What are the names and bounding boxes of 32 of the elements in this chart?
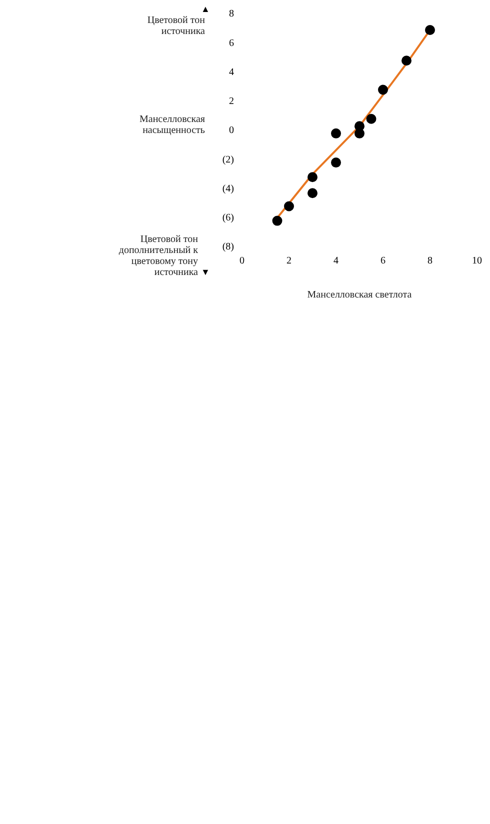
text: Манселловская насыщенность (138, 114, 205, 136)
y-tick-label: (4) (222, 183, 234, 194)
point (366, 114, 376, 124)
point (378, 84, 388, 95)
x-tick-label: 4 (334, 256, 338, 267)
point (354, 121, 364, 132)
y-tick-label: 4 (229, 66, 234, 78)
text: ▼ (201, 267, 210, 277)
y-tick-label: (2) (222, 154, 234, 166)
y-tick-label: 2 (229, 96, 234, 107)
text: Цветовой тон источника (146, 15, 205, 37)
point (308, 188, 318, 198)
x-tick-label: 2 (286, 256, 292, 267)
x-tick-label: 8 (428, 256, 432, 267)
x-tick-label: 0 (240, 256, 244, 267)
point (308, 172, 318, 182)
point (284, 201, 294, 212)
x-tick-label: 6 (380, 256, 386, 267)
point (331, 158, 341, 168)
point (402, 56, 412, 66)
x-axis-title: Манселловская светлота (307, 290, 412, 301)
text: Цветовой тон дополнительный к цветовому тону источника (118, 234, 198, 278)
y-tick-label: 8 (229, 8, 234, 20)
point (272, 216, 282, 226)
x-tick-label: 10 (472, 256, 482, 267)
y-tick-label: (6) (222, 212, 234, 224)
y-tick-label: (8) (222, 242, 234, 253)
y-tick-label: 6 (229, 38, 234, 49)
text: ▲ (201, 4, 210, 14)
point (331, 128, 341, 138)
point (425, 25, 435, 36)
y-tick-label: 0 (229, 125, 234, 136)
